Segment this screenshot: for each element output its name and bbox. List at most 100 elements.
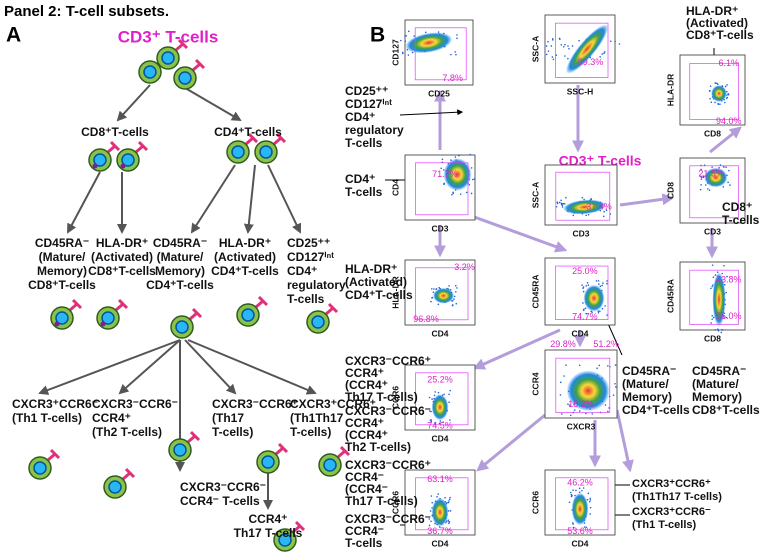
side-label: (Mature/	[692, 377, 739, 391]
cell	[88, 140, 121, 172]
receptor	[187, 434, 196, 444]
event-dot	[585, 285, 588, 287]
event-dot	[707, 188, 709, 190]
event-dot	[451, 193, 453, 196]
gate-percent: 56.0%	[716, 311, 742, 321]
event-dot	[702, 176, 705, 179]
side-label: (CCR4⁺	[345, 378, 388, 392]
event-dot	[430, 520, 432, 523]
event-dot	[469, 153, 472, 156]
event-dot	[430, 419, 433, 421]
event-dot	[454, 290, 457, 293]
nucleus	[278, 533, 292, 547]
event-dot	[591, 413, 594, 415]
event-dot	[433, 394, 436, 397]
side-label: (Activated)	[345, 275, 407, 289]
event-dot	[454, 284, 457, 287]
receptor	[135, 144, 144, 154]
gate-percent: 46.2%	[567, 477, 593, 487]
event-dot	[578, 410, 581, 412]
event-dot	[431, 398, 433, 400]
event-dot	[721, 272, 724, 275]
side-label: CXCR3⁺CCR6⁻	[632, 506, 711, 518]
event-dot	[725, 166, 727, 169]
event-dot	[714, 101, 716, 104]
event-dot	[565, 196, 567, 199]
receptor	[247, 132, 259, 144]
cell	[236, 295, 269, 327]
side-label: CD4⁺T-cells	[622, 403, 690, 417]
gate	[555, 477, 609, 531]
event-dot	[702, 175, 705, 177]
event-dot	[709, 97, 711, 100]
event-dot	[712, 276, 715, 279]
event-dot	[711, 318, 714, 320]
event-dot	[597, 280, 600, 282]
event-dot	[455, 302, 458, 305]
event-dot	[437, 303, 440, 306]
event-dot	[451, 299, 454, 302]
nucleus	[33, 461, 47, 475]
event-dot	[700, 176, 703, 179]
event-dot	[599, 56, 601, 58]
plot-frame	[404, 259, 476, 326]
event-dot	[550, 45, 553, 47]
event-dot	[563, 375, 565, 377]
event-dot	[459, 193, 462, 195]
event-dot	[560, 199, 562, 202]
side-label: CD4⁺	[345, 172, 375, 186]
event-dot	[726, 275, 728, 278]
event-dot	[710, 287, 712, 290]
node-label: HLA-DR⁺	[96, 236, 148, 250]
event-dot	[717, 103, 720, 106]
event-dot	[562, 45, 565, 48]
gate	[415, 162, 469, 216]
density-blob	[704, 167, 728, 188]
event-dot	[404, 35, 406, 38]
side-label: CD8⁺T-cells	[686, 28, 754, 42]
node-label: CXCR3⁺CCR6⁺	[290, 397, 376, 411]
y-axis-label: CD4	[390, 179, 400, 196]
side-label: CXCR3⁺CCR6⁺	[632, 478, 711, 490]
node-label: (Th17	[212, 411, 244, 425]
event-dot	[572, 526, 575, 529]
event-dot	[603, 51, 606, 53]
event-dot	[725, 97, 728, 100]
event-dot	[430, 420, 433, 423]
event-dot	[551, 56, 554, 58]
node-label: (Mature/	[157, 250, 204, 264]
event-dot	[558, 201, 561, 204]
x-axis-label: CD4	[431, 538, 448, 548]
side-label: Th17 T-cells)	[345, 390, 418, 404]
side-label: T-cells	[722, 213, 760, 227]
gate	[689, 165, 739, 219]
nucleus	[175, 320, 189, 334]
event-dot	[602, 282, 604, 284]
node-label: (Activated)	[91, 250, 153, 264]
event-dot	[556, 201, 559, 204]
event-dot	[575, 489, 577, 492]
nucleus	[108, 480, 122, 494]
side-label: (Mature/	[622, 377, 669, 391]
event-dot	[606, 282, 608, 285]
event-dot	[612, 394, 615, 396]
density-blob	[711, 85, 727, 102]
event-dot	[571, 45, 574, 47]
event-dot	[586, 498, 589, 501]
event-dot	[728, 169, 730, 172]
event-dot	[578, 364, 581, 367]
event-dot	[603, 210, 605, 213]
node-label: (Activated)	[214, 250, 276, 264]
density-blob	[566, 370, 610, 412]
event-dot	[720, 331, 723, 334]
event-dot	[562, 202, 564, 205]
receptor	[71, 298, 83, 310]
receptor	[175, 42, 184, 52]
gate-percent: 74.5%	[427, 420, 453, 430]
granule	[120, 163, 126, 169]
nucleus	[121, 153, 135, 167]
event-dot	[561, 204, 564, 207]
event-dot	[468, 183, 471, 186]
event-dot	[428, 396, 431, 399]
event-dot	[458, 154, 460, 157]
